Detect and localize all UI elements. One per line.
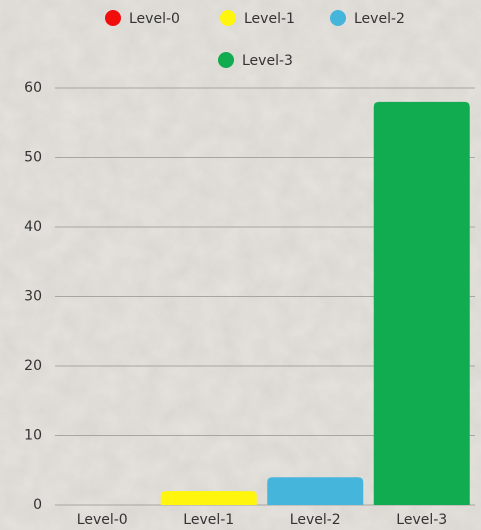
y-tick-label: 30 [24, 289, 42, 305]
bar [160, 491, 257, 505]
y-tick-label: 60 [24, 80, 42, 96]
legend-label: Level-1 [244, 11, 295, 27]
legend-swatch [218, 52, 234, 68]
x-tick-label: Level-0 [77, 512, 128, 528]
legend-label: Level-3 [242, 53, 293, 69]
x-tick-label: Level-1 [183, 512, 234, 528]
y-tick-label: 0 [33, 497, 42, 513]
y-tick-label: 50 [24, 150, 42, 166]
legend-label: Level-2 [354, 11, 405, 27]
y-tick-label: 40 [24, 219, 42, 235]
bar [373, 101, 470, 506]
legend-swatch [330, 10, 346, 26]
x-tick-label: Level-2 [290, 512, 341, 528]
legend-label: Level-0 [129, 11, 180, 27]
bar [267, 477, 364, 505]
x-tick-label: Level-3 [396, 512, 447, 528]
legend-swatch [220, 10, 236, 26]
y-tick-label: 10 [24, 428, 42, 444]
legend-swatch [105, 10, 121, 26]
y-tick-label: 20 [24, 358, 42, 374]
